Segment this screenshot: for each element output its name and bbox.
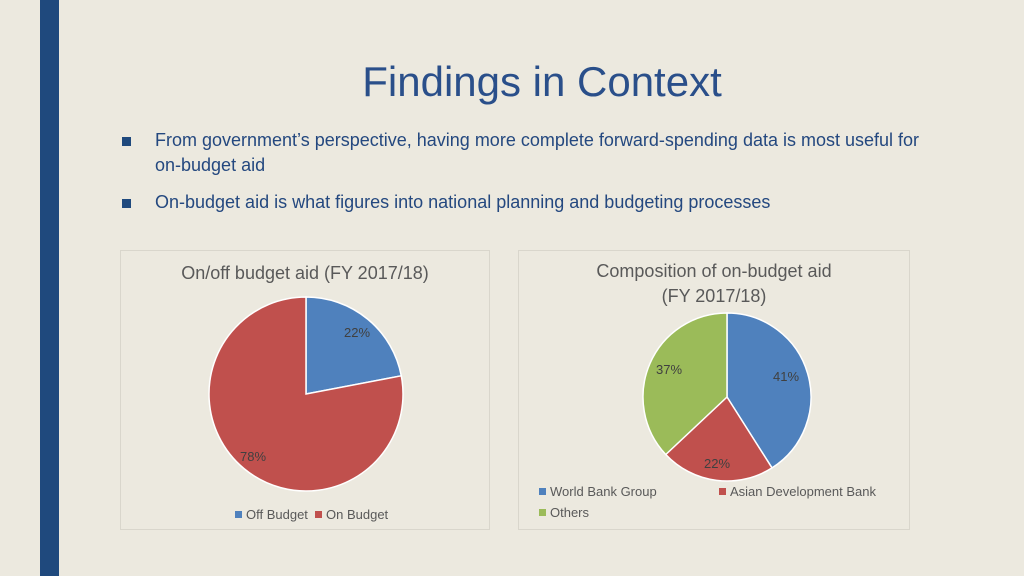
chart-title-line-1: Composition of on-budget aid [596,261,832,281]
pie-slice-asian-development-bank [664,395,774,482]
data-label-on-budget: 78% [240,449,266,464]
legend-swatch [235,511,242,518]
legend-item-off-budget: Off Budget [235,507,308,522]
bullet-list: From government’s perspective, having mo… [122,128,922,227]
legend-label: Asian Development Bank [730,484,876,499]
square-bullet-icon [122,199,131,208]
bullet-item: On-budget aid is what figures into natio… [122,190,922,215]
legend-label: On Budget [326,507,389,522]
slide-title: Findings in Context [362,58,722,105]
legend-item-asian-development-bank: Asian Development Bank [719,484,876,499]
bullet-item: From government’s perspective, having mo… [122,128,922,178]
data-label-off-budget: 22% [344,325,370,340]
legend-item-world-bank-group: World Bank Group [539,484,657,499]
data-label-world-bank-group: 41% [773,369,799,384]
legend-swatch [315,511,322,518]
data-label-asian-development-bank: 22% [704,456,730,471]
pie-slice-others [642,312,728,456]
legend-label: World Bank Group [550,484,657,499]
legend-swatch [539,509,546,516]
pie-slice-on-budget [208,296,404,492]
legend-item-on-budget: On Budget [315,507,388,522]
chart-panel-on-budget-composition: Composition of on-budget aid (FY 2017/18… [518,250,910,530]
legend-label: Others [550,505,590,520]
bullet-text: On-budget aid is what figures into natio… [155,192,771,212]
side-accent-bar [40,0,59,576]
square-bullet-icon [122,137,131,146]
legend-swatch [539,488,546,495]
pie-chart-on-off-budget: 22% 78% [208,296,404,492]
pie-chart-on-budget-composition: 41% 22% 37% [642,312,812,482]
chart-panel-on-off-budget: On/off budget aid (FY 2017/18) 22% 78% Of… [120,250,490,530]
legend-label: Off Budget [246,507,308,522]
bullet-text: From government’s perspective, having mo… [155,130,920,175]
pie-slice-off-budget [305,296,403,395]
chart-title-line-2: (FY 2017/18) [661,286,767,306]
chart-title: On/off budget aid (FY 2017/18) [181,263,429,283]
data-label-others: 37% [656,362,682,377]
legend-item-others: Others [539,505,589,520]
legend-swatch [719,488,726,495]
